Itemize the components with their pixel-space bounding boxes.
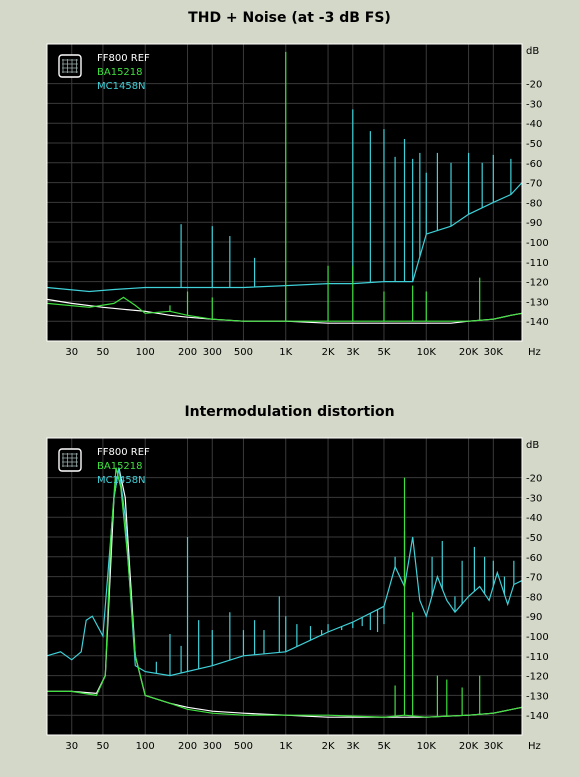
- x-unit-label: Hz: [528, 347, 541, 358]
- legend: FF800 REF BA15218 MC1458N: [58, 447, 150, 486]
- x-tick-label: 500: [234, 741, 253, 752]
- chart-title-thd: THD + Noise (at -3 dB FS): [188, 10, 391, 26]
- y-tick-label: -110: [526, 258, 549, 269]
- y-tick-label: -80: [526, 592, 542, 603]
- x-tick-label: 300: [203, 741, 222, 752]
- x-tick-label: 30K: [484, 347, 504, 358]
- series-mc1458n: [46, 109, 523, 293]
- x-tick-label: 5K: [378, 347, 391, 358]
- legend-entry: BA15218: [97, 461, 143, 472]
- y-tick-label: -110: [526, 652, 549, 663]
- chart-title-imd: Intermodulation distortion: [184, 404, 395, 420]
- x-tick-label: 1K: [279, 741, 292, 752]
- y-tick-label: -130: [526, 691, 549, 702]
- x-tick-label: 1K: [279, 347, 292, 358]
- y-tick-label: -130: [526, 297, 549, 308]
- y-tick-label: -100: [526, 632, 549, 643]
- y-unit-label: dB: [526, 46, 539, 57]
- y-tick-label: -40: [526, 513, 542, 524]
- analyzer-icon: [58, 448, 82, 472]
- x-tick-label: 2K: [322, 347, 335, 358]
- series-line: [46, 296, 523, 322]
- plot-frame: [46, 437, 523, 736]
- x-tick-label: 3K: [346, 347, 359, 358]
- y-tick-label: -20: [526, 474, 542, 485]
- y-tick-label: -100: [526, 238, 549, 249]
- x-tick-label: 20K: [459, 741, 479, 752]
- y-tick-label: -50: [526, 533, 542, 544]
- legend-entry: BA15218: [97, 67, 143, 78]
- y-tick-label: -120: [526, 278, 549, 289]
- legend-entry: FF800 REF: [97, 53, 150, 64]
- analyzer-icon: [58, 54, 82, 78]
- y-tick-label: -30: [526, 99, 542, 110]
- y-tick-label: -60: [526, 159, 542, 170]
- x-tick-label: 2K: [322, 741, 335, 752]
- series-ba15218: [47, 467, 523, 718]
- y-tick-label: -120: [526, 672, 549, 683]
- x-tick-label: 3K: [346, 741, 359, 752]
- y-tick-label: -50: [526, 139, 542, 150]
- y-tick-label: -30: [526, 493, 542, 504]
- legend: FF800 REF BA15218 MC1458N: [58, 53, 150, 92]
- plot-frame: [46, 43, 523, 342]
- y-tick-label: -20: [526, 80, 542, 91]
- series-mc1458n: [46, 467, 523, 677]
- x-tick-label: 100: [136, 347, 155, 358]
- y-tick-label: -70: [526, 179, 542, 190]
- imd-chart: -20 -30 -40 -50 -60 -70 -80 -90 -100 -110 -120 -130…: [46, 437, 549, 752]
- x-tick-label: 5K: [378, 741, 391, 752]
- x-tick-label: 10K: [417, 347, 437, 358]
- y-tick-label: -90: [526, 612, 542, 623]
- x-tick-label: 300: [203, 347, 222, 358]
- y-tick-label: -90: [526, 218, 542, 229]
- x-tick-label: 10K: [417, 741, 437, 752]
- thd-noise-chart: -20 -30 -40 -50 -60 -70 -80 -90 -100 -110 -120 -130…: [46, 43, 549, 358]
- series-line: [47, 467, 523, 718]
- x-tick-label: 30K: [484, 741, 504, 752]
- y-tick-label: -70: [526, 573, 542, 584]
- x-tick-label: 50: [97, 741, 110, 752]
- series-line: [46, 182, 523, 293]
- y-unit-label: dB: [526, 440, 539, 451]
- x-tick-label: 200: [178, 347, 197, 358]
- x-tick-label: 50: [97, 347, 110, 358]
- x-tick-label: 30: [65, 347, 78, 358]
- x-tick-label: 30: [65, 741, 78, 752]
- y-tick-label: -40: [526, 119, 542, 130]
- legend-entry: MC1458N: [97, 81, 146, 92]
- x-tick-label: 200: [178, 741, 197, 752]
- x-unit-label: Hz: [528, 741, 541, 752]
- y-tick-label: -60: [526, 553, 542, 564]
- y-tick-label: -140: [526, 317, 549, 328]
- y-tick-label: -140: [526, 711, 549, 722]
- x-tick-label: 20K: [459, 347, 479, 358]
- y-tick-label: -80: [526, 198, 542, 209]
- legend-entry: MC1458N: [97, 475, 146, 486]
- legend-entry: FF800 REF: [97, 447, 150, 458]
- series-ba15218: [46, 51, 523, 322]
- plot-area: [47, 44, 522, 341]
- series-line: [46, 467, 523, 677]
- grid: [47, 438, 522, 735]
- x-tick-label: 500: [234, 347, 253, 358]
- x-tick-label: 100: [136, 741, 155, 752]
